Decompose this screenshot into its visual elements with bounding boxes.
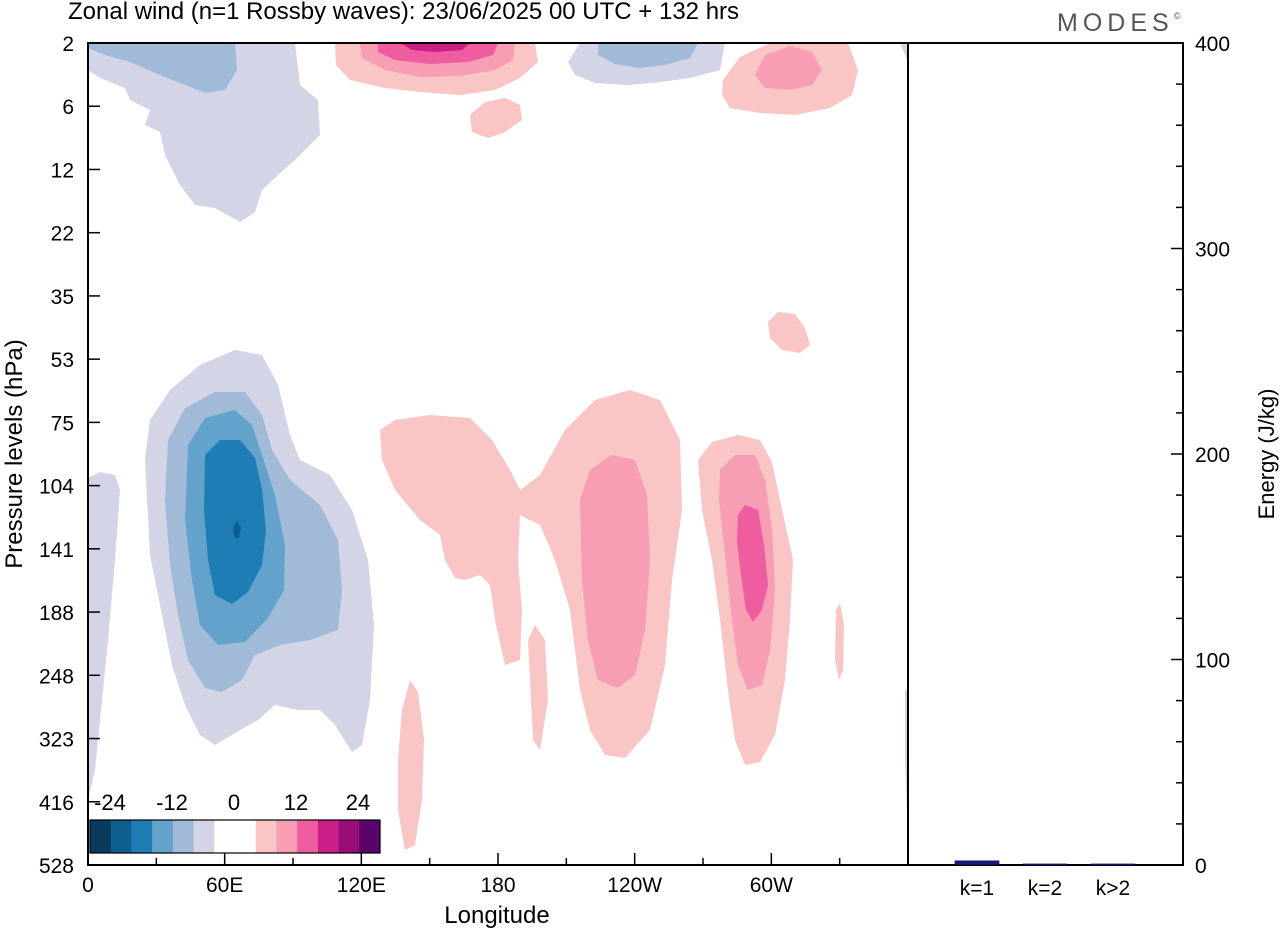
contour-neg-left-edge: [88, 472, 120, 800]
colorbar-swatch: [338, 820, 360, 853]
colorbar-label: 12: [284, 790, 308, 815]
colorbar-swatch: [297, 820, 319, 853]
y-tick-label: 104: [39, 476, 74, 499]
y-tick-label: 35: [51, 286, 74, 309]
energy-x-tick-label: k=2: [1028, 877, 1062, 900]
contour-pos-top-right-level2: [755, 46, 822, 90]
contour-neg-main-core: [233, 520, 241, 538]
colorbar-swatch: [255, 820, 277, 853]
energy-axis-label: Energy (J/kg): [1254, 389, 1279, 520]
contour-pos-small-blob-a: [470, 98, 522, 138]
y-tick-label: 75: [51, 412, 74, 435]
colorbar-swatch: [317, 820, 339, 853]
energy-bar: [954, 860, 1000, 866]
x-tick-label: 120E: [337, 874, 386, 897]
colorbar-swatch: [152, 820, 174, 853]
contour-neg-main-level4: [204, 440, 266, 604]
x-tick-label: 180: [480, 874, 515, 897]
y-tick-label: 2: [62, 33, 74, 56]
x-tick-label: 120W: [607, 874, 662, 897]
y-axis: 2 6 12 22 35 53 75 104 141 188 248 323 416 528: [39, 33, 100, 878]
energy-x-tick-label: k>2: [1096, 877, 1130, 900]
x-tick-label: 60E: [206, 874, 243, 897]
contour-pos-band-finger-a: [528, 625, 548, 750]
y-tick-label: 416: [39, 792, 74, 815]
contour-pos-60w-level3: [737, 505, 768, 622]
contour-pos-top-center-level4: [400, 43, 470, 52]
contour-pos-small-blob-b: [768, 312, 810, 353]
contour-neg-top-center-inner: [598, 43, 698, 68]
contour-neg-top-left-inner: [88, 43, 237, 93]
energy-x-tick-label: k=1: [960, 877, 994, 900]
energy-x-axis: k=1 k=2 k>2: [960, 877, 1130, 900]
brand-logo: MODES©: [1057, 9, 1180, 38]
colorbar-frame: [89, 819, 381, 854]
colorbar-swatch: [110, 820, 132, 853]
y-tick-label: 141: [39, 539, 74, 562]
energy-y-axis: 0 100 200 300 400: [1171, 33, 1230, 878]
contour-pos-top-center-level3: [378, 43, 498, 64]
brand-text: MODES: [1057, 9, 1174, 37]
x-axis: 0 60E 120E 180 120W 60W: [82, 853, 841, 897]
x-axis-label: Longitude: [444, 902, 549, 929]
colorbar: [89, 819, 381, 854]
chart-title: Zonal wind (n=1 Rossby waves): 23/06/202…: [68, 0, 740, 25]
contour-pos-streak-west: [398, 680, 424, 850]
energy-bar: [1022, 863, 1068, 866]
y-tick-label: 248: [39, 665, 74, 688]
y-tick-label: 528: [39, 855, 74, 878]
colorbar-swatch: [359, 820, 381, 853]
y-tick-label: 188: [39, 602, 74, 625]
x-tick-label: 60W: [750, 874, 793, 897]
energy-y-tick-label: 300: [1195, 239, 1230, 262]
colorbar-label: -12: [156, 790, 188, 815]
y-axis-label: Pressure levels (hPa): [1, 339, 28, 568]
energy-plot-frame: [907, 42, 1184, 866]
colorbar-swatch: [235, 820, 257, 853]
energy-bars: [954, 860, 1136, 866]
contour-pos-band-core: [580, 455, 650, 688]
colorbar-label: 0: [228, 790, 240, 815]
y-tick-label: 22: [51, 223, 74, 246]
contour-neg-divider-sliver: [900, 43, 908, 62]
energy-y-tick-label: 400: [1195, 33, 1230, 56]
y-tick-label: 53: [51, 349, 74, 372]
y-tick-label: 6: [62, 96, 74, 119]
x-tick-label: 0: [82, 874, 94, 897]
contour-pos-streak-east: [835, 603, 844, 680]
energy-y-tick-label: 0: [1195, 855, 1207, 878]
energy-y-tick-label: 200: [1195, 444, 1230, 467]
brand-mark: ©: [1173, 11, 1181, 21]
colorbar-swatch: [193, 820, 215, 853]
y-tick-label: 323: [39, 729, 74, 752]
contour-neg-top-left-outer: [88, 43, 320, 222]
colorbar-swatch: [214, 820, 236, 853]
colorbar-swatch: [172, 820, 194, 853]
colorbar-swatch: [131, 820, 153, 853]
colorbar-labels: -24 -12 0 12 24: [94, 790, 370, 815]
energy-y-tick-label: 100: [1195, 650, 1230, 673]
y-tick-label: 12: [51, 159, 74, 182]
contour-field: [88, 43, 908, 850]
energy-bar: [1090, 863, 1136, 866]
colorbar-label: 24: [346, 790, 370, 815]
colorbar-swatch: [276, 820, 298, 853]
colorbar-swatch: [90, 820, 112, 853]
